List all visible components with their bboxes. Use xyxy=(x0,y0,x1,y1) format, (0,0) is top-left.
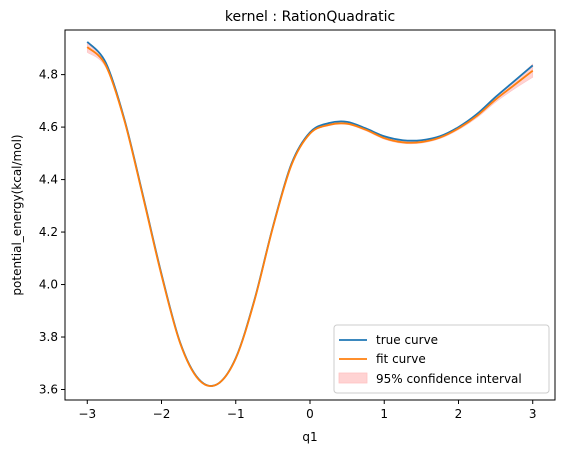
y-axis-label: potential_energy(kcal/mol) xyxy=(10,134,24,295)
x-axis-label: q1 xyxy=(302,430,317,444)
y-tick-label: 4.6 xyxy=(39,120,58,134)
legend: true curve fit curve 95% confidence inte… xyxy=(333,324,550,394)
y-tick-label: 4.8 xyxy=(39,68,58,82)
legend-label-confidence-interval: 95% confidence interval xyxy=(376,372,522,386)
legend-swatch-confidence-interval xyxy=(338,372,368,384)
legend-label-fit-curve: fit curve xyxy=(376,352,426,366)
y-tick-label: 4.0 xyxy=(39,278,58,292)
x-tick-label: 1 xyxy=(380,407,388,421)
y-tick-label: 3.6 xyxy=(39,383,58,397)
x-tick-label: 3 xyxy=(529,407,537,421)
x-tick-label: 2 xyxy=(455,407,463,421)
legend-label-true-curve: true curve xyxy=(376,333,438,347)
series-line-fit-curve xyxy=(86,46,534,388)
y-tick-label: 3.8 xyxy=(39,330,58,344)
y-axis: 3.6 3.8 4.0 4.2 4.4 4.6 4.8 xyxy=(39,68,65,397)
legend-box xyxy=(333,324,550,394)
x-tick-label: 0 xyxy=(306,407,314,421)
x-tick-label: −3 xyxy=(78,407,96,421)
x-tick-label: −2 xyxy=(153,407,171,421)
x-tick-label: −1 xyxy=(227,407,245,421)
x-axis: −3 −2 −1 0 1 2 3 xyxy=(78,400,537,421)
series-line-layer xyxy=(86,41,534,388)
chart-title: kernel : RationQuadratic xyxy=(225,9,395,25)
y-tick-label: 4.4 xyxy=(39,173,58,187)
y-tick-label: 4.2 xyxy=(39,225,58,239)
